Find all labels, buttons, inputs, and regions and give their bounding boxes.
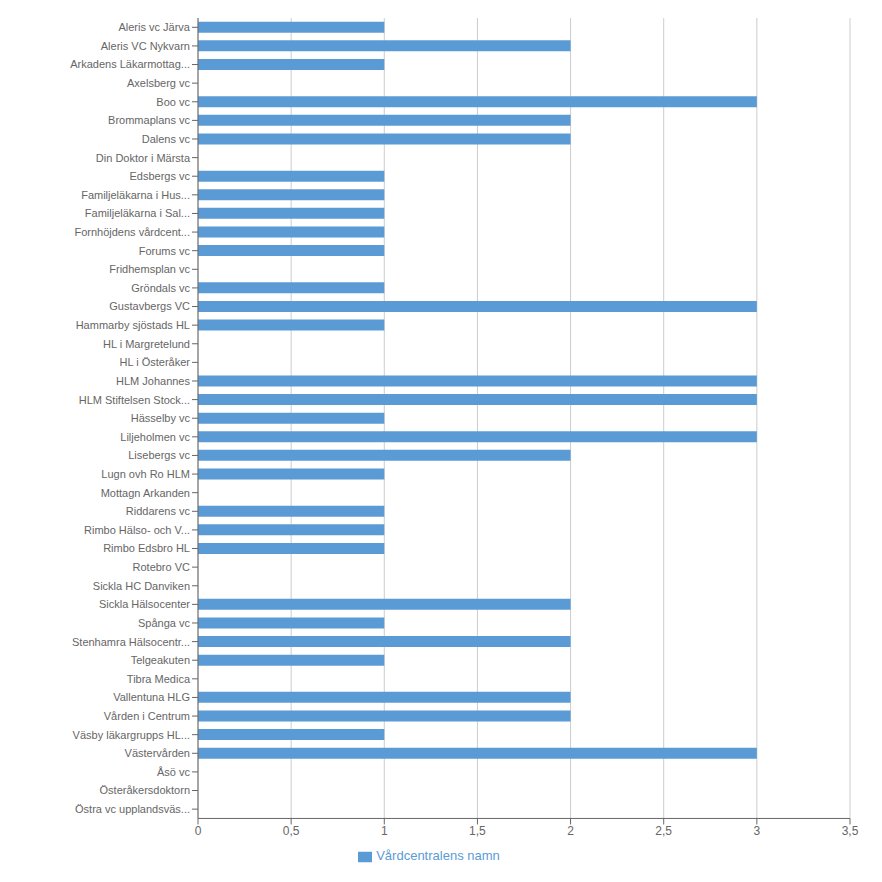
svg-text:Edsbergs vc: Edsbergs vc [129,170,190,182]
svg-text:Din Doktor i Märsta: Din Doktor i Märsta [96,152,191,164]
svg-text:Gustavbergs VC: Gustavbergs VC [109,300,190,312]
svg-text:Sickla HC Danviken: Sickla HC Danviken [93,580,190,592]
svg-text:Axelsberg vc: Axelsberg vc [127,77,190,89]
svg-text:Stenhamra Hälsocentr...: Stenhamra Hälsocentr... [72,636,190,648]
svg-text:Familjeläkarna i Hus...: Familjeläkarna i Hus... [81,189,190,201]
svg-text:Lisebergs vc: Lisebergs vc [128,449,190,461]
svg-text:2: 2 [567,824,574,838]
svg-text:Väsby läkargrupps HL...: Väsby läkargrupps HL... [73,729,190,741]
svg-text:Tibra Medica: Tibra Medica [127,673,191,685]
svg-text:1,5: 1,5 [469,824,486,838]
svg-text:Mottagn Arkanden: Mottagn Arkanden [101,487,190,499]
svg-text:Liljeholmen vc: Liljeholmen vc [120,431,190,443]
svg-text:Hammarby sjöstads HL: Hammarby sjöstads HL [76,319,190,331]
svg-text:Aleris vc Järva: Aleris vc Järva [118,21,190,33]
svg-text:Dalens vc: Dalens vc [142,133,191,145]
svg-text:HLM Johannes: HLM Johannes [116,375,190,387]
svg-text:Rimbo Edsbro HL: Rimbo Edsbro HL [103,542,190,554]
svg-text:Hässelby vc: Hässelby vc [131,412,191,424]
svg-text:Västervården: Västervården [125,747,190,759]
svg-text:HLM Stiftelsen Stock...: HLM Stiftelsen Stock... [79,394,190,406]
svg-text:Riddarens vc: Riddarens vc [126,505,191,517]
svg-text:1: 1 [381,824,388,838]
svg-text:Österåkersdoktorn: Österåkersdoktorn [100,784,190,796]
svg-text:3: 3 [754,824,761,838]
svg-text:Vallentuna HLG: Vallentuna HLG [113,691,190,703]
svg-text:Aleris VC Nykvarn: Aleris VC Nykvarn [101,40,190,52]
svg-text:Fornhöjdens vårdcent...: Fornhöjdens vårdcent... [74,226,190,238]
svg-text:HL i Margretelund: HL i Margretelund [103,338,190,350]
svg-text:Gröndals vc: Gröndals vc [131,282,190,294]
svg-text:Sickla Hälsocenter: Sickla Hälsocenter [99,598,190,610]
svg-text:Spånga vc: Spånga vc [138,617,190,629]
svg-text:Familjeläkarna i Sal...: Familjeläkarna i Sal... [85,207,190,219]
svg-text:Åsö vc: Åsö vc [157,766,191,778]
svg-text:0,5: 0,5 [283,824,300,838]
svg-text:Rimbo Hälso- och V...: Rimbo Hälso- och V... [84,524,190,536]
svg-text:Lugn ovh Ro HLM: Lugn ovh Ro HLM [101,468,190,480]
svg-text:Arkadens Läkarmottag...: Arkadens Läkarmottag... [70,58,190,70]
svg-text:Boo vc: Boo vc [156,96,190,108]
svg-text:Telgeakuten: Telgeakuten [131,654,190,666]
svg-text:Brommaplans vc: Brommaplans vc [108,114,190,126]
svg-text:Forums vc: Forums vc [139,245,191,257]
svg-text:Rotebro VC: Rotebro VC [133,561,191,573]
svg-text:0: 0 [195,824,202,838]
svg-text:Fridhemsplan vc: Fridhemsplan vc [109,263,190,275]
html-text:Vårdcentralens namn: Vårdcentralens namn [376,848,500,864]
svg-text:Vården i Centrum: Vården i Centrum [104,710,190,722]
svg-text:2,5: 2,5 [655,824,672,838]
svg-text:HL i Österåker: HL i Österåker [119,356,190,368]
svg-text:Östra vc upplandsväs...: Östra vc upplandsväs... [75,803,190,815]
svg-text:3,5: 3,5 [842,824,859,838]
